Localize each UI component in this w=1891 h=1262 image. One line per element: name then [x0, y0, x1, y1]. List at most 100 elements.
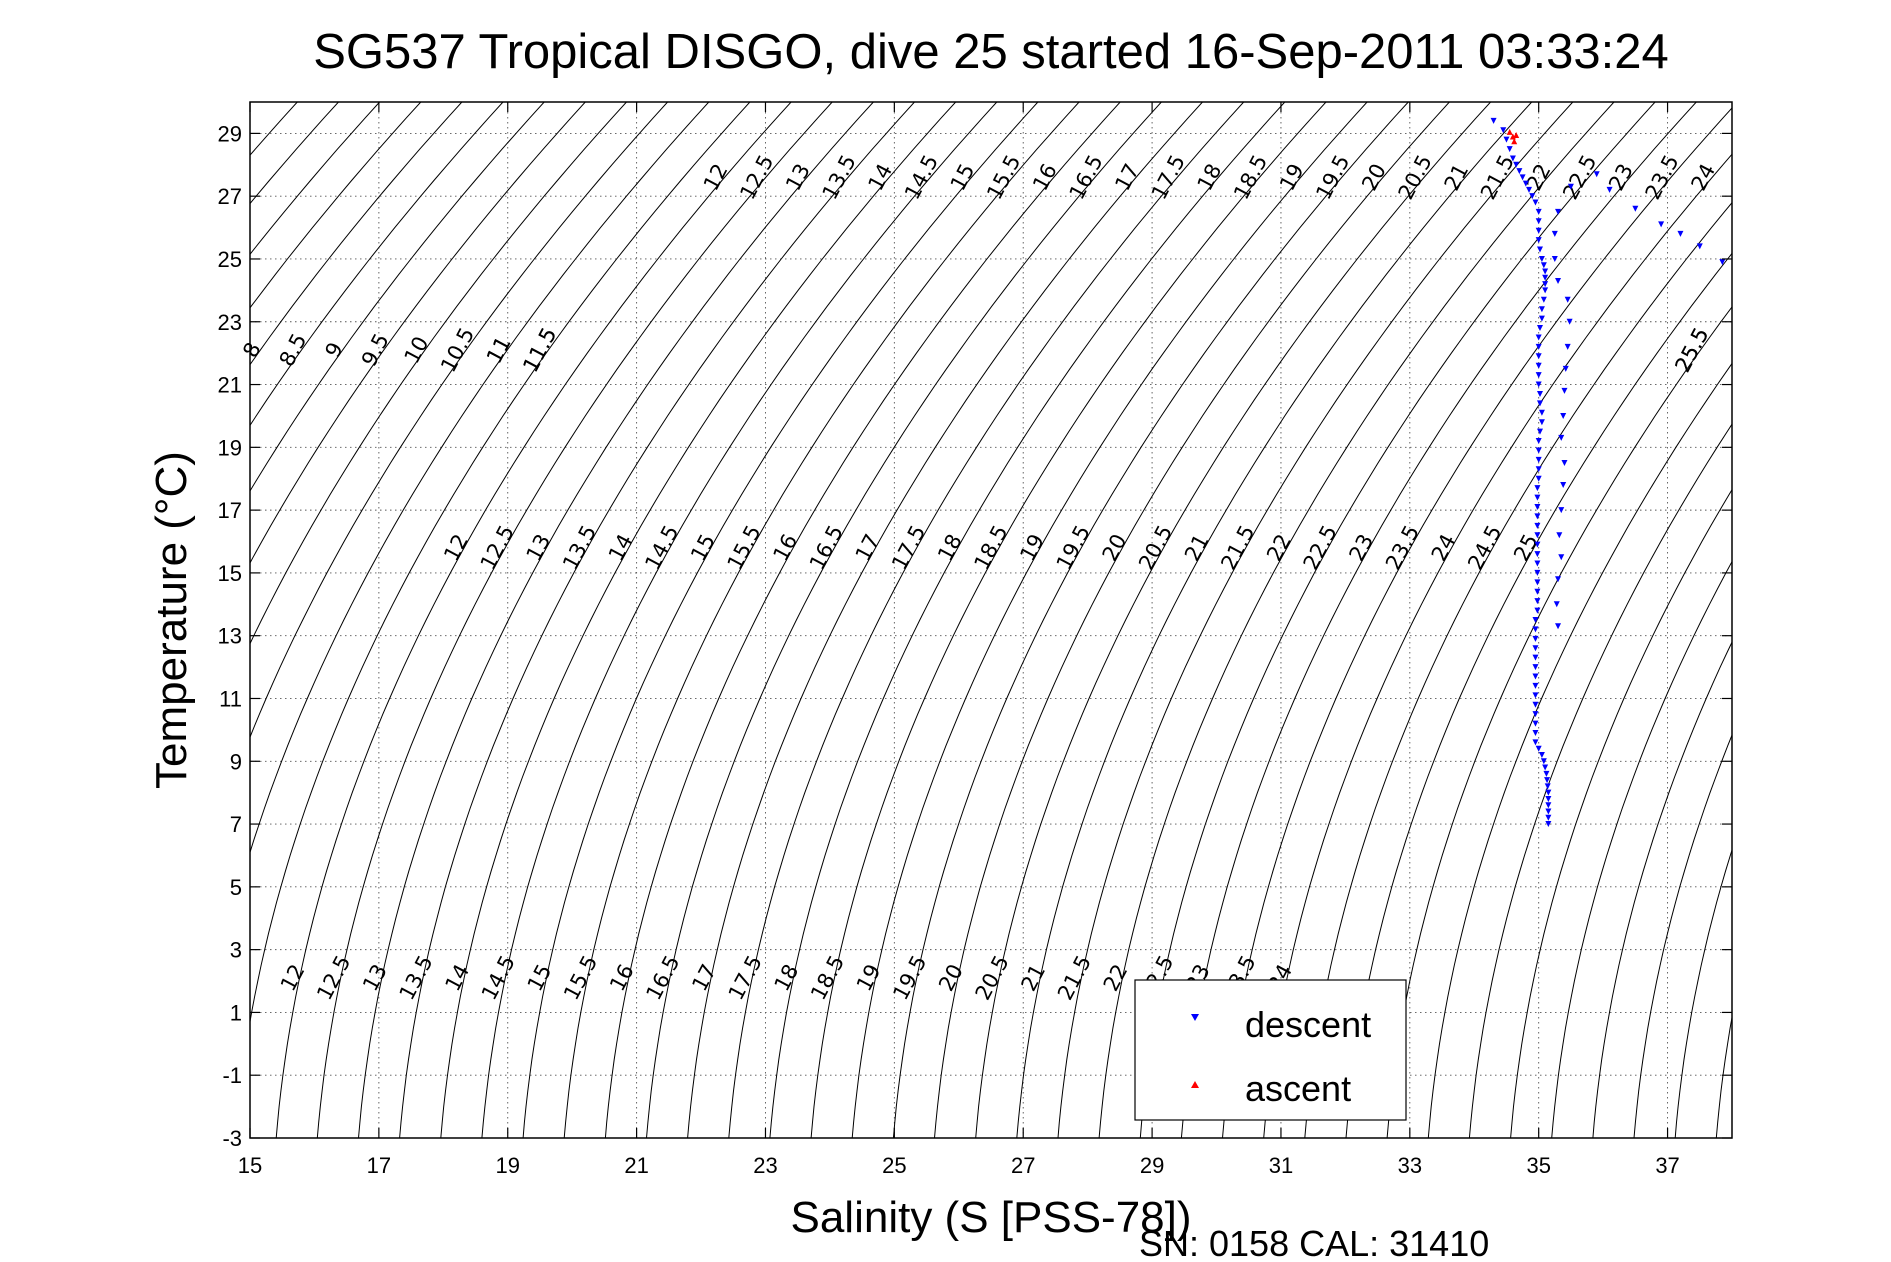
- density-contour-line: [563, 102, 1080, 1138]
- x-tick-label: 33: [1398, 1153, 1422, 1178]
- descent-point: [1561, 387, 1568, 394]
- descent-point: [1522, 180, 1529, 187]
- ascent-point: [1513, 131, 1520, 138]
- legend-ascent-marker: [1191, 1081, 1199, 1088]
- y-tick-label: 23: [218, 310, 242, 335]
- density-contour-line: [1057, 102, 1574, 1138]
- density-contour-line: [481, 102, 998, 1138]
- y-tick-label: 19: [218, 435, 242, 460]
- descent-point: [1560, 482, 1567, 489]
- descent-point: [1545, 802, 1552, 809]
- descent-point: [1545, 789, 1552, 796]
- descent-point: [1490, 117, 1497, 124]
- descent-point: [1534, 551, 1541, 558]
- descent-point: [1543, 770, 1550, 777]
- y-tick-label: 7: [230, 812, 242, 837]
- descent-point: [1534, 598, 1541, 605]
- descent-point: [1536, 246, 1543, 253]
- density-contour-line: [250, 102, 669, 739]
- density-contour-line: [933, 102, 1451, 1138]
- descent-point: [1555, 208, 1562, 215]
- density-contour-line: [604, 102, 1121, 1138]
- density-contour-line: [1427, 362, 1732, 1138]
- descent-point: [1535, 438, 1542, 445]
- descent-point: [1555, 576, 1562, 583]
- x-tick-label: 31: [1269, 1153, 1293, 1178]
- density-contour-line: [250, 102, 628, 645]
- descent-point: [1558, 507, 1565, 514]
- x-axis-label: Salinity (S [PSS-78]): [790, 1193, 1191, 1242]
- x-tick-label: 35: [1526, 1153, 1550, 1178]
- descent-point: [1540, 758, 1547, 765]
- density-contour-line: [250, 102, 751, 1025]
- descent-point: [1532, 617, 1539, 623]
- x-tick-label: 19: [495, 1153, 519, 1178]
- descent-point: [1560, 412, 1567, 419]
- descent-point: [1567, 183, 1574, 190]
- density-contour-line: [1592, 641, 1732, 1138]
- density-contour-line: [1510, 488, 1732, 1138]
- descent-point: [1542, 764, 1549, 771]
- descent-point: [1532, 711, 1539, 718]
- y-tick-label: -1: [222, 1063, 242, 1088]
- x-tick-label: 37: [1655, 1153, 1679, 1178]
- descent-point: [1534, 532, 1541, 539]
- descent-point: [1534, 541, 1541, 548]
- descent-point: [1562, 365, 1569, 372]
- descent-point: [1534, 513, 1541, 520]
- descent-point: [1545, 814, 1552, 821]
- descent-point: [1532, 682, 1539, 689]
- density-contour-line: [1633, 733, 1732, 1138]
- descent-point: [1535, 456, 1542, 463]
- descent-point: [1513, 161, 1520, 168]
- descent-point: [1526, 186, 1533, 193]
- descent-point: [1532, 626, 1539, 633]
- descent-point: [1532, 673, 1539, 680]
- descent-point: [1534, 485, 1541, 492]
- density-contour-line: [522, 102, 1039, 1138]
- x-tick-label: 21: [624, 1153, 648, 1178]
- descent-point: [1535, 218, 1542, 225]
- legend-descent-label: descent: [1245, 1004, 1371, 1045]
- descent-point: [1542, 281, 1549, 288]
- descent-point: [1535, 227, 1542, 234]
- descent-point: [1558, 554, 1565, 561]
- y-tick-label: 5: [230, 875, 242, 900]
- y-tick-label: 11: [219, 686, 242, 711]
- descent-point: [1509, 155, 1516, 162]
- descent-point: [1544, 783, 1551, 790]
- density-contour-line: [316, 102, 833, 1138]
- density-contour-line: [1468, 423, 1732, 1138]
- descent-point: [1535, 237, 1542, 244]
- descent-point: [1551, 230, 1558, 237]
- descent-point: [1535, 362, 1542, 369]
- descent-point: [1551, 255, 1558, 262]
- descent-point: [1532, 692, 1539, 699]
- legend: descent ascent: [1134, 979, 1407, 1121]
- y-axis-label: Temperature (°C): [147, 451, 196, 789]
- descent-point: [1536, 390, 1543, 397]
- descent-point: [1677, 230, 1684, 237]
- y-tick-label: 29: [218, 121, 242, 146]
- x-tick-label: 23: [753, 1153, 777, 1178]
- chart-title: SG537 Tropical DISGO, dive 25 started 16…: [313, 25, 1669, 79]
- descent-point: [1558, 434, 1565, 441]
- y-tick-label: 21: [218, 373, 242, 398]
- descent-point: [1544, 777, 1551, 784]
- y-tick-label: 27: [218, 184, 242, 209]
- density-contour-line: [250, 102, 545, 492]
- descent-point: [1564, 296, 1571, 303]
- descent-point: [1535, 466, 1542, 473]
- descent-point: [1540, 262, 1547, 269]
- density-contour-line: [250, 102, 422, 309]
- descent-point: [1536, 325, 1543, 332]
- descent-point: [1535, 475, 1542, 482]
- descent-point: [1561, 460, 1568, 467]
- density-contour-line: [769, 102, 1286, 1138]
- density-contour-line: [975, 102, 1492, 1138]
- descent-point: [1534, 494, 1541, 501]
- descent-point: [1534, 579, 1541, 586]
- descent-point: [1553, 601, 1560, 608]
- x-tick-label: 27: [1011, 1153, 1035, 1178]
- density-contour-line: [728, 102, 1245, 1138]
